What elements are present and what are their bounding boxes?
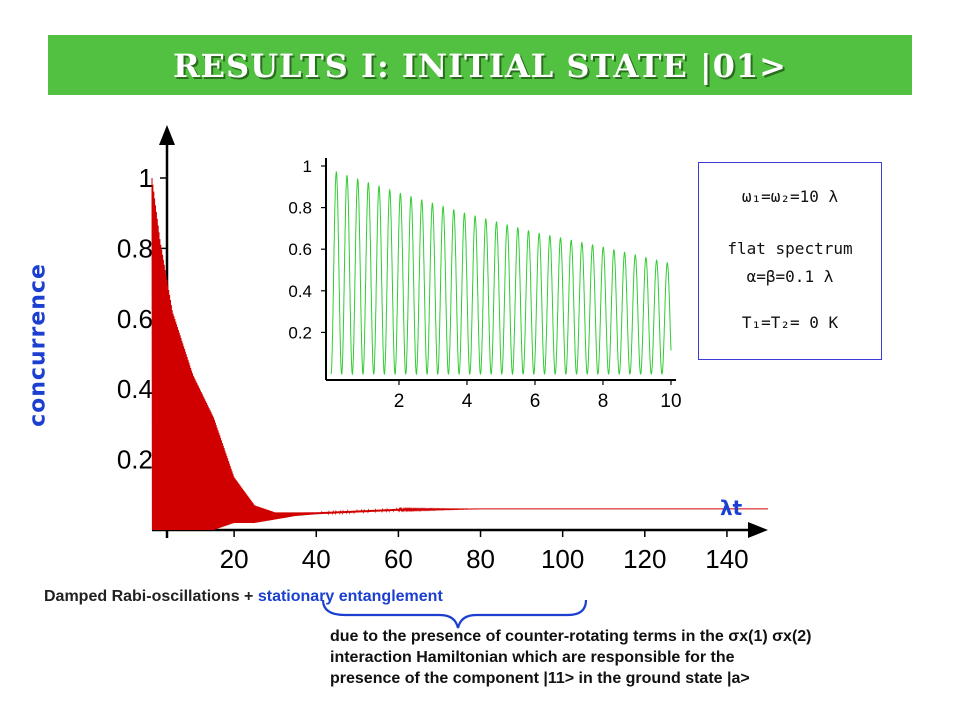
footer-summary: Damped Rabi-oscillations + stationary en… — [44, 588, 443, 606]
inset-x-tick-label: 10 — [660, 391, 681, 412]
param-alpha-beta: α=β=0.1 λ — [746, 267, 834, 286]
main-x-arrowhead — [748, 522, 768, 538]
main-y-tick-label: 0.6 — [117, 304, 153, 334]
inset-y-tick-label: 0.6 — [288, 240, 312, 259]
main-series-line — [151, 177, 768, 531]
inset-y-tick-label: 1 — [303, 157, 312, 176]
param-spectrum: flat spectrum — [727, 239, 853, 258]
param-frequencies: ω₁=ω₂=10 λ — [741, 187, 839, 206]
y-axis-label: concurrence — [25, 263, 51, 427]
footer-summary-accent: stationary entanglement — [257, 588, 443, 605]
inset-chart: 0.2 0.4 0.6 0.8 1 2 4 6 8 10 — [288, 157, 681, 412]
param-temperatures: T₁=T₂= 0 K — [741, 313, 839, 332]
inset-series-line — [330, 171, 672, 376]
inset-x-tick-label: 4 — [462, 391, 473, 412]
slide-title: RESULTS I: INITIAL STATE |01> — [173, 47, 787, 85]
main-y-tick-label: 0.8 — [117, 233, 153, 263]
main-x-tick-label: 140 — [705, 544, 748, 574]
inset-y-tick-label: 0.4 — [288, 282, 312, 301]
x-axis-label: λt — [720, 496, 743, 520]
main-x-tick-label: 60 — [384, 544, 413, 574]
footer-note: due to the presence of counter-rotating … — [330, 626, 930, 689]
inset-x-tick-label: 6 — [530, 391, 541, 412]
main-y-tick-label: 0.2 — [117, 445, 153, 475]
inset-x-tick-label: 8 — [598, 391, 609, 412]
main-x-tick-label: 120 — [623, 544, 666, 574]
main-x-tick-label: 80 — [466, 544, 495, 574]
footer-summary-text: Damped Rabi-oscillations + — [44, 588, 254, 605]
main-x-tick-label: 100 — [541, 544, 584, 574]
footer-note-line-1: due to the presence of counter-rotating … — [330, 628, 812, 645]
footer-note-line-3: presence of the component |11> in the gr… — [330, 670, 750, 687]
main-y-tick-label: 1 — [139, 163, 153, 193]
main-x-tick-label: 20 — [220, 544, 249, 574]
main-x-tick-label: 40 — [302, 544, 331, 574]
curly-brace — [321, 599, 588, 629]
inset-y-tick-label: 0.8 — [288, 199, 312, 218]
inset-y-tick-label: 0.2 — [288, 323, 312, 342]
parameter-box: ω₁=ω₂=10 λ flat spectrum α=β=0.1 λ T₁=T₂… — [698, 162, 882, 360]
main-y-arrowhead — [159, 125, 175, 145]
title-banner: RESULTS I: INITIAL STATE |01> — [48, 35, 912, 95]
footer-note-line-2: interaction Hamiltonian which are respon… — [330, 649, 735, 666]
inset-x-tick-label: 2 — [394, 391, 405, 412]
main-y-tick-label: 0.4 — [117, 374, 153, 404]
